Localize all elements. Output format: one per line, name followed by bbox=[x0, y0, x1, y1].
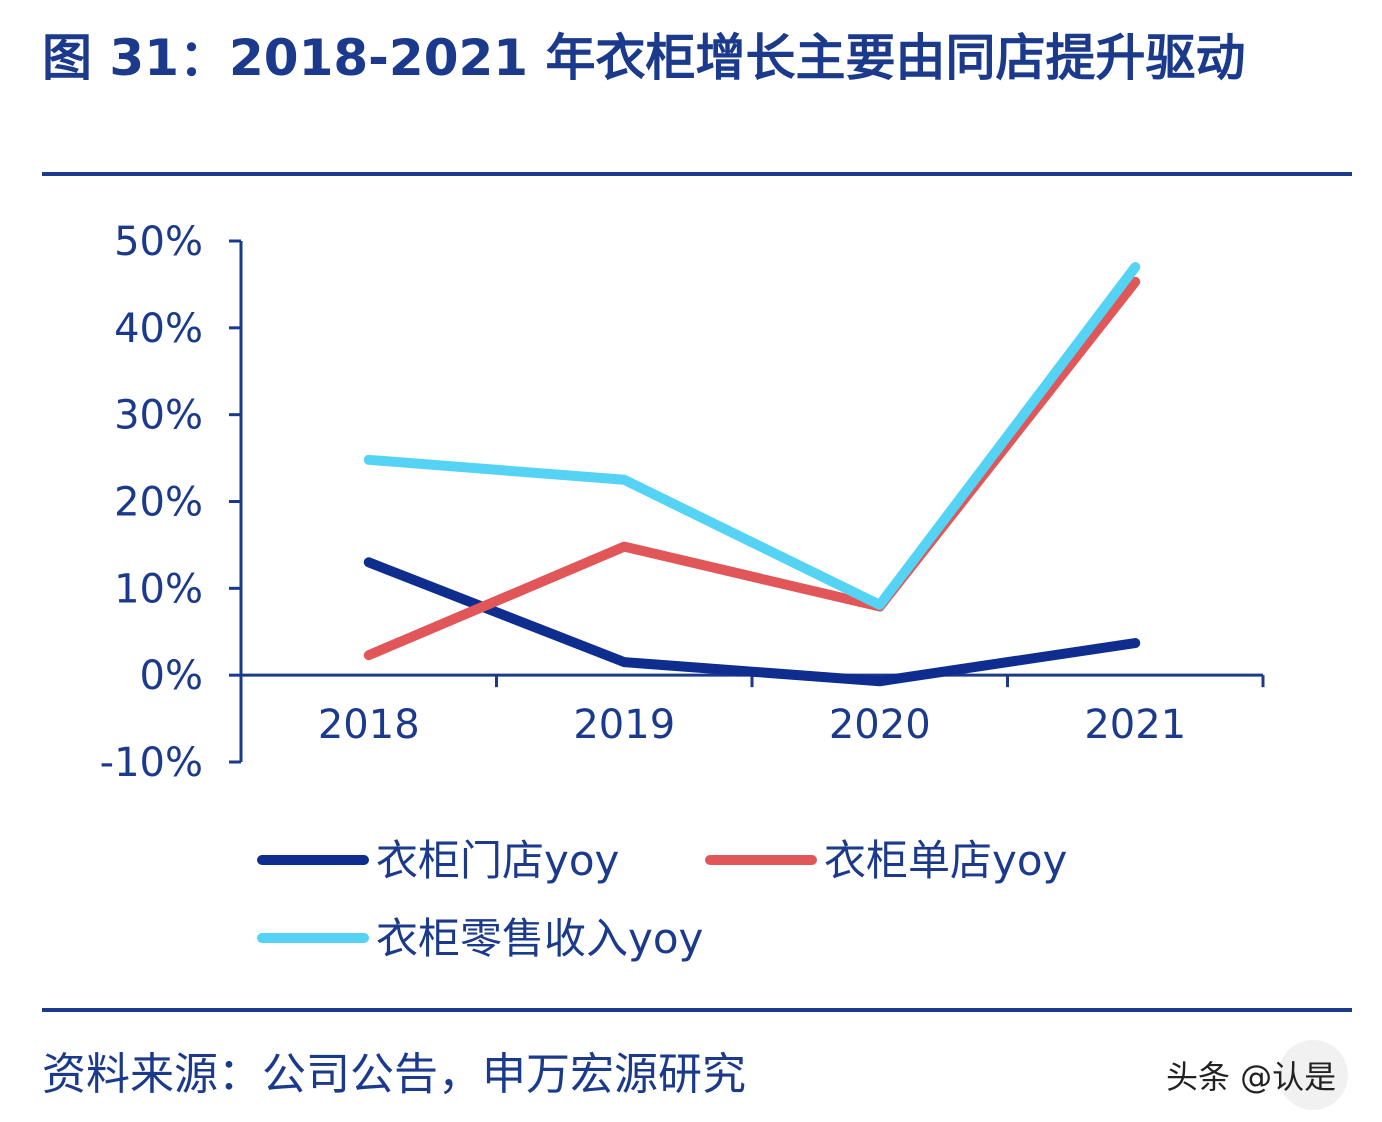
y-tick-label: 30% bbox=[114, 393, 203, 439]
series-lines bbox=[363, 262, 1141, 687]
y-tick-label: 10% bbox=[114, 566, 203, 612]
watermark-avatar bbox=[1278, 1040, 1348, 1110]
top-divider bbox=[42, 172, 1352, 176]
legend: 衣柜门店yoy 衣柜单店yoy 衣柜零售收入yoy bbox=[257, 836, 1067, 963]
y-tick-label: 40% bbox=[114, 306, 203, 352]
series-line-2 bbox=[363, 262, 1141, 610]
y-axis-tick-labels: 50% 40% 30% 20% 10% 0% -10% bbox=[100, 219, 203, 786]
watermark: 头条 @认是 bbox=[1166, 1058, 1337, 1096]
legend-label: 衣柜门店yoy bbox=[376, 836, 619, 885]
x-tick-label: 2020 bbox=[829, 702, 931, 748]
x-axis-tick-labels: 2018 2019 2020 2021 bbox=[318, 702, 1186, 748]
legend-label: 衣柜单店yoy bbox=[824, 836, 1067, 885]
x-tick-label: 2021 bbox=[1084, 702, 1186, 748]
y-tick-label: 50% bbox=[114, 219, 203, 265]
y-tick-label: 20% bbox=[114, 480, 203, 526]
y-tick-label: -10% bbox=[100, 740, 203, 786]
y-tick-label: 0% bbox=[140, 653, 203, 699]
series-line-0 bbox=[363, 557, 1141, 687]
x-tick-label: 2018 bbox=[318, 702, 420, 748]
source-note: 资料来源：公司公告，申万宏源研究 bbox=[42, 1049, 746, 1100]
bottom-divider bbox=[42, 1008, 1352, 1012]
chart-title: 图 31：2018-2021 年衣柜增长主要由同店提升驱动 bbox=[42, 29, 1246, 87]
x-tick-label: 2019 bbox=[573, 702, 675, 748]
legend-label: 衣柜零售收入yoy bbox=[376, 914, 703, 963]
